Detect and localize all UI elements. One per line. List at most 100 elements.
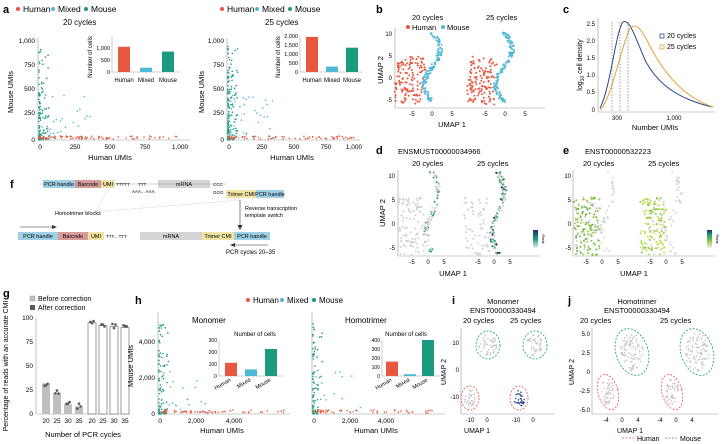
mouse-umap-point <box>430 32 433 35</box>
mouse-cell-point <box>312 395 314 398</box>
expressing-cell-point <box>501 201 504 204</box>
mixed-cell-point <box>40 108 42 111</box>
unexpressed-cell-point <box>602 218 605 221</box>
human-cluster-point <box>670 400 673 402</box>
human-cluster-point <box>522 402 525 405</box>
human-cluster-point <box>603 396 605 398</box>
human-umap-point <box>473 62 475 65</box>
h-ytick: 2,000 <box>139 375 156 382</box>
expressing-cell-point <box>645 249 648 252</box>
mouse-cell-point <box>235 132 238 135</box>
mouse-umap-point <box>507 55 510 58</box>
human-cell-point <box>304 137 307 140</box>
mouse-cluster-point <box>637 358 640 361</box>
mouse-cell-point <box>313 402 315 404</box>
mouse-cell-point <box>42 116 44 119</box>
unexpressed-cell-point <box>583 248 586 250</box>
human-umap-point <box>408 74 411 77</box>
expressing-cell-point <box>582 253 584 256</box>
b-ytick: -5 <box>387 98 393 104</box>
human-umap-point <box>481 69 484 72</box>
mouse-cell-point <box>42 63 44 65</box>
human-cell-point <box>266 410 269 412</box>
mouse-cell-point <box>229 90 231 93</box>
mouse-cluster-point <box>632 365 634 367</box>
b-xtick: -5 <box>482 112 488 118</box>
i-mouse-cluster-left <box>475 330 501 360</box>
j-ytick: 0 <box>587 370 591 376</box>
legend-mixed-2: Mixed <box>262 4 285 14</box>
human-umap-point <box>416 62 419 65</box>
expressing-cell-point <box>576 250 578 252</box>
mixed-cell-point <box>359 406 362 409</box>
mouse-cell-point <box>158 369 160 372</box>
legend-dot-mixed <box>255 7 259 11</box>
human-cluster-point <box>467 402 470 404</box>
mouse-cluster-point <box>534 337 537 340</box>
human-umap-point <box>403 97 406 100</box>
a-xtick-r: 750 <box>321 144 332 151</box>
mouse-cell-point <box>227 102 229 104</box>
human-cluster-point <box>607 391 610 394</box>
mouse-cell-point <box>312 378 314 380</box>
human-cluster-point <box>605 402 607 405</box>
mixed-cell-point <box>187 398 189 401</box>
expressing-cell-point <box>498 251 501 254</box>
expressing-cell-point <box>589 226 592 229</box>
mixed-cell-point <box>254 135 257 137</box>
human-cluster-point <box>666 396 668 399</box>
human-umap-point <box>490 58 492 61</box>
mouse-umap-point <box>425 70 428 73</box>
mouse-cluster-point <box>626 341 629 344</box>
mouse-umap-point <box>437 44 440 47</box>
c-ytick: 2.5 <box>587 22 596 28</box>
human-cluster-point <box>468 405 471 408</box>
expressing-cell-point <box>644 232 647 235</box>
unexpressed-cell-point <box>416 208 419 211</box>
expressing-cell-point <box>640 230 643 232</box>
f-barcode1: Barcode <box>78 182 99 188</box>
unexpressed-cell-point <box>417 237 420 240</box>
human-cell-point <box>376 411 379 414</box>
e-xtick: 5 <box>680 260 684 266</box>
human-cell-point <box>282 138 284 140</box>
replicate-point <box>103 325 106 328</box>
i-mouse-cluster-right <box>522 330 548 360</box>
mouse-cell-point <box>40 83 43 85</box>
unexpressed-cell-point <box>494 220 497 223</box>
mouse-cell-point <box>312 323 314 325</box>
human-umap-point <box>416 64 419 67</box>
human-umap-point <box>404 64 407 67</box>
unexpressed-cell-point <box>417 220 419 223</box>
expressing-cell-point <box>497 251 499 254</box>
expressing-cell-point <box>662 203 665 206</box>
mouse-umap-point <box>423 90 426 93</box>
mouse-umap-point <box>510 40 513 43</box>
human-umap-point <box>488 100 491 103</box>
human-cluster-point <box>472 403 475 406</box>
expressing-cell-point <box>504 193 507 195</box>
mouse-cell-point <box>41 88 44 90</box>
mouse-cell-point <box>42 139 45 141</box>
unexpressed-cell-point <box>398 230 401 232</box>
panel-label-j: j <box>567 295 571 307</box>
human-umap-point <box>475 75 478 78</box>
mixed-cell-point <box>233 124 235 127</box>
unexpressed-cell-point <box>665 239 668 242</box>
mouse-cluster-point <box>483 339 486 342</box>
human-umap-point <box>421 57 424 60</box>
panel-c: c 2.5 2.0 1.5 1.0 0.5 0 300 1,000 Number… <box>563 4 715 132</box>
human-cell-point <box>313 411 315 413</box>
mixed-cell-point <box>254 109 256 112</box>
human-cell-point <box>85 137 88 140</box>
mouse-cell-point <box>38 94 40 96</box>
unexpressed-cell-point <box>491 230 494 233</box>
human-cluster-point <box>609 382 611 385</box>
human-umap-point <box>475 71 478 74</box>
unexpressed-cell-point <box>474 252 477 255</box>
mouse-cluster-point <box>695 361 697 363</box>
human-umap-point <box>394 94 397 97</box>
mouse-cluster-point <box>487 337 489 340</box>
d-xlabel: UMAP 1 <box>439 269 467 278</box>
human-cell-point <box>383 411 386 414</box>
